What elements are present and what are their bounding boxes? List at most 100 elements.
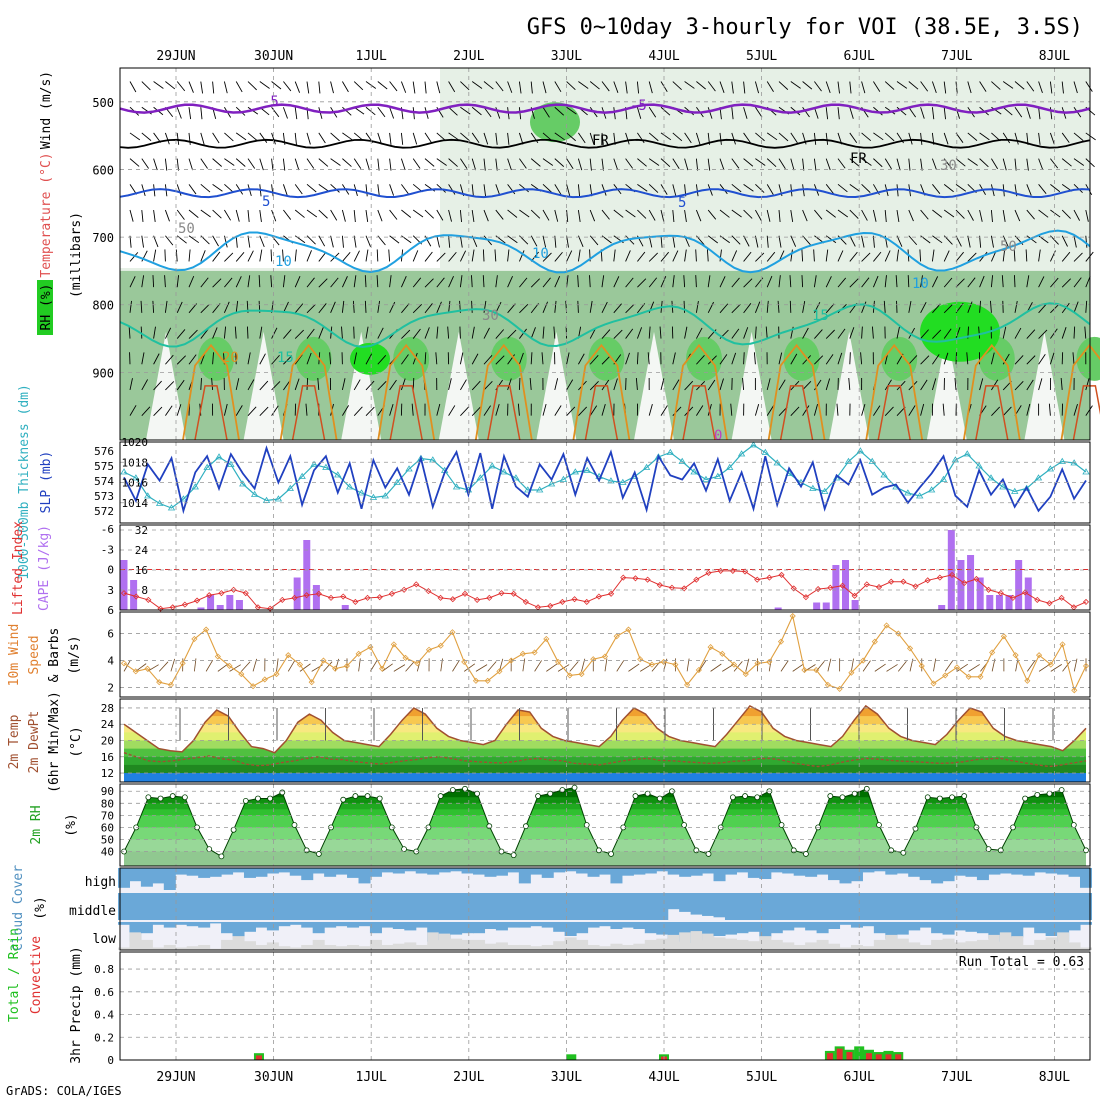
cloud-bar-low-fill	[233, 936, 245, 950]
cloud-bar-high	[393, 868, 405, 874]
cloud-bar-middle	[943, 893, 955, 920]
rh-marker	[243, 798, 248, 803]
cape-bar	[294, 578, 301, 611]
cloud-bar-low	[278, 922, 290, 926]
cloud-bar-middle	[187, 893, 199, 920]
cloud-bar-high	[462, 868, 474, 874]
cloud-bar-low	[1046, 922, 1058, 936]
cloud-bar-middle	[1000, 893, 1012, 920]
rh-tick-label: 80	[101, 797, 114, 810]
cloud-bar-low-fill	[393, 944, 405, 950]
cloud-bar-low	[164, 922, 176, 928]
temp-band	[120, 724, 1090, 733]
cloud-bar-high	[141, 868, 153, 887]
cloud-bar-low	[370, 922, 382, 933]
wind10-barb	[933, 659, 935, 672]
cloud-bar-high	[129, 868, 141, 881]
cloud-bar-low	[736, 922, 748, 933]
cloud-bar-low	[782, 922, 794, 930]
cloud-bar-low	[530, 922, 542, 926]
date-label-bottom: 29JUN	[156, 1070, 195, 1085]
cape-bar	[342, 605, 349, 610]
cloud-bar-low-fill	[1011, 936, 1023, 950]
cloud-bar-low-fill	[313, 940, 325, 950]
cloud-bar-low	[462, 922, 474, 933]
cloud-bar-low	[759, 922, 771, 937]
cloud-bar-low	[381, 922, 393, 928]
cloud-bar-low-fill	[977, 940, 989, 950]
rh-marker	[682, 823, 687, 828]
cloud-bar-low-fill	[301, 945, 313, 950]
rh-marker	[523, 824, 528, 829]
cloud-bar-high	[794, 868, 806, 876]
wind10-barb	[969, 664, 980, 671]
cloud-bar-middle	[175, 893, 187, 920]
cloud-bar-low-fill	[187, 946, 199, 950]
precip-rain-bar	[566, 1054, 576, 1060]
cloud-bar-low	[714, 922, 726, 936]
precip-convective-bar	[827, 1053, 833, 1060]
cloud-bar-high	[233, 868, 245, 872]
cloud-bar-high	[187, 868, 199, 876]
wind10-barb	[816, 661, 824, 671]
cloud-bar-middle	[553, 893, 565, 920]
rh-marker	[584, 823, 589, 828]
rh-moist-cell	[350, 343, 390, 375]
cloud-bar-low-fill	[324, 945, 336, 950]
cloud-bar-low-fill	[221, 940, 233, 950]
wind-barb	[307, 378, 308, 390]
cloud-bar-low-fill	[885, 935, 897, 950]
cloud-bar-middle	[725, 893, 737, 920]
cloud-bar-middle	[484, 893, 496, 920]
slp-tick-label: 1014	[122, 497, 149, 510]
rh-marker	[402, 847, 407, 852]
rh-marker	[158, 796, 163, 801]
cloud-bar-low-fill	[702, 934, 714, 950]
wind10-ylabel-4: (m/s)	[67, 635, 82, 674]
contour-label: FR	[850, 151, 867, 167]
wind10-barb	[781, 661, 788, 672]
temperature-side-label: Temperature (°C)	[39, 152, 54, 277]
cloud-bar-high	[702, 868, 714, 874]
cloud-bar-high	[496, 868, 508, 876]
cloud-bar-low	[255, 922, 267, 928]
cloud-bar-low-fill	[931, 940, 943, 950]
cloud-bar-middle	[920, 893, 932, 920]
precip-tick-label: 0.6	[94, 986, 114, 999]
cloud-bar-middle	[965, 893, 977, 920]
cloud-bar-middle	[290, 893, 302, 920]
rh2m-ylabel-1: 2m RH	[29, 805, 44, 844]
rh-marker	[377, 796, 382, 801]
cloud-bar-high	[988, 868, 1000, 875]
cloud-ylabel-2: (%)	[33, 896, 48, 919]
cloud-bar-low-fill	[1000, 932, 1012, 950]
contour-label: 30	[482, 308, 499, 324]
cloud-bar-low-fill	[610, 944, 622, 950]
date-label-bottom: 1JUL	[356, 1070, 387, 1085]
li-tick-label: 3	[107, 584, 114, 597]
temp-tick-label: 12	[101, 767, 114, 780]
cloud-bar-low	[839, 922, 851, 925]
rh-marker	[572, 785, 577, 790]
wind10-ylabel-1: 10m Wind	[7, 624, 22, 687]
cloud-bar-low-fill	[164, 945, 176, 950]
cloud-bar-high	[839, 868, 851, 883]
cloud-bar-middle	[381, 893, 393, 920]
chart-title: GFS 0~10day 3-hourly for VOI (38.5E, 3.5…	[527, 15, 1083, 40]
cloud-bar-high	[1023, 868, 1035, 876]
date-label-bottom: 2JUL	[453, 1070, 484, 1085]
wind-barb	[354, 327, 355, 339]
cloud-bar-high	[668, 868, 680, 875]
cloud-bar-middle	[565, 893, 577, 920]
cloud-bar-middle	[152, 893, 164, 920]
cloud-bar-middle	[129, 893, 141, 920]
date-label-top: 30JUN	[254, 49, 293, 64]
cloud-bar-low-fill	[1057, 932, 1069, 950]
date-label-bottom: 8JUL	[1039, 1070, 1070, 1085]
wind10-barb	[206, 660, 213, 671]
cloud-bar-high	[175, 868, 187, 875]
cloud-bar-low-fill	[507, 945, 519, 950]
cloud-bar-middle	[977, 893, 989, 920]
rh-marker	[1084, 848, 1089, 853]
rh-marker	[170, 794, 175, 799]
